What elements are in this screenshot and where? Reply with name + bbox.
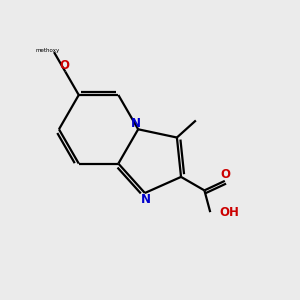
- Text: N: N: [131, 117, 141, 130]
- Text: O: O: [59, 58, 69, 71]
- Text: N: N: [141, 193, 152, 206]
- Text: O: O: [220, 168, 230, 181]
- Text: methoxy: methoxy: [35, 48, 59, 53]
- Text: OH: OH: [220, 206, 240, 219]
